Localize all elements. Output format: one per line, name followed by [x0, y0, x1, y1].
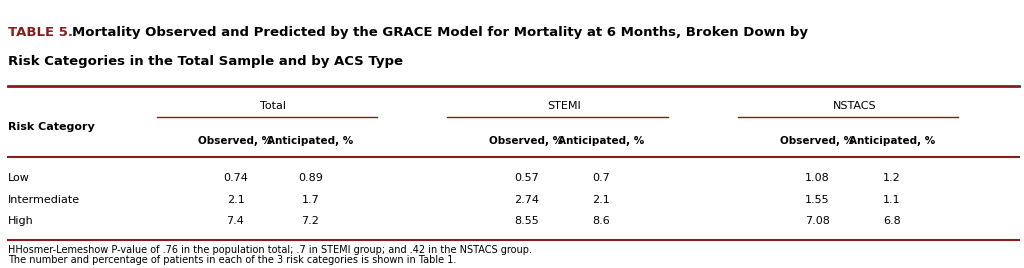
- Text: STEMI: STEMI: [547, 101, 581, 111]
- Text: 8.6: 8.6: [592, 216, 610, 226]
- Text: 2.1: 2.1: [592, 195, 610, 205]
- Text: Total: Total: [260, 101, 286, 111]
- Text: Anticipated, %: Anticipated, %: [849, 136, 935, 146]
- Text: 6.8: 6.8: [883, 216, 901, 226]
- Text: 1.08: 1.08: [805, 173, 829, 183]
- Text: 1.55: 1.55: [805, 195, 829, 205]
- Text: Intermediate: Intermediate: [8, 195, 80, 205]
- Text: Observed, %: Observed, %: [199, 136, 272, 146]
- Text: 0.7: 0.7: [592, 173, 610, 183]
- Text: High: High: [8, 216, 34, 226]
- Text: Observed, %: Observed, %: [780, 136, 854, 146]
- Text: Anticipated, %: Anticipated, %: [267, 136, 353, 146]
- Text: Mortality Observed and Predicted by the GRACE Model for Mortality at 6 Months, B: Mortality Observed and Predicted by the …: [72, 26, 808, 39]
- Text: 1.7: 1.7: [301, 195, 319, 205]
- Text: Anticipated, %: Anticipated, %: [558, 136, 644, 146]
- Text: 7.2: 7.2: [301, 216, 319, 226]
- Text: 8.55: 8.55: [514, 216, 539, 226]
- Text: 2.74: 2.74: [514, 195, 539, 205]
- Text: 1.2: 1.2: [883, 173, 901, 183]
- Text: HHosmer-Lemeshow P-value of .76 in the population total; .7 in STEMI group; and : HHosmer-Lemeshow P-value of .76 in the p…: [8, 245, 532, 255]
- Text: 0.57: 0.57: [514, 173, 539, 183]
- Text: 1.1: 1.1: [883, 195, 901, 205]
- Text: 0.89: 0.89: [298, 173, 323, 183]
- Text: 7.08: 7.08: [805, 216, 829, 226]
- Text: Risk Categories in the Total Sample and by ACS Type: Risk Categories in the Total Sample and …: [8, 55, 403, 68]
- Text: Risk Category: Risk Category: [8, 122, 95, 132]
- Text: 0.74: 0.74: [223, 173, 248, 183]
- Text: Low: Low: [8, 173, 30, 183]
- Text: 7.4: 7.4: [226, 216, 245, 226]
- Text: 2.1: 2.1: [226, 195, 245, 205]
- Text: Observed, %: Observed, %: [489, 136, 563, 146]
- Text: The number and percentage of patients in each of the 3 risk categories is shown : The number and percentage of patients in…: [8, 255, 457, 265]
- Text: TABLE 5.: TABLE 5.: [8, 26, 73, 39]
- Text: NSTACS: NSTACS: [833, 101, 877, 111]
